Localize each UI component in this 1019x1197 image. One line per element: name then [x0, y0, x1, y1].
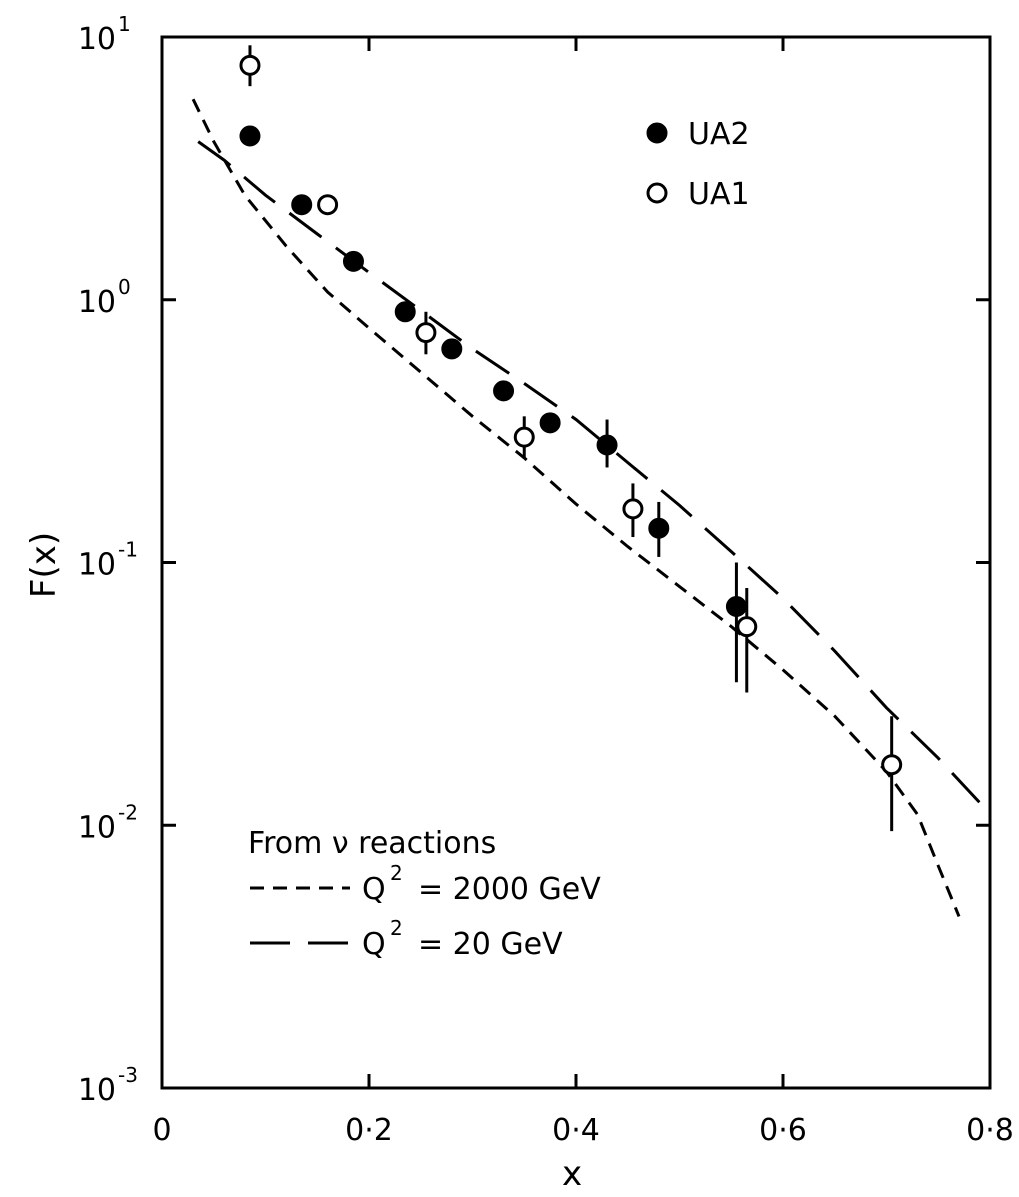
ua2-point — [394, 301, 416, 323]
x-tick-label: 0 — [152, 1113, 171, 1148]
y-tick-exponent: -3 — [118, 1063, 138, 1087]
ua1-point — [736, 616, 758, 638]
legend-line-value: = 2000 GeV — [418, 872, 601, 907]
ua2-point — [539, 412, 561, 434]
legend-ua1-label: UA1 — [688, 177, 750, 212]
axis-ticks — [162, 35, 990, 1090]
y-axis-label: F(x) — [24, 532, 64, 598]
y-tick-label: 10 — [78, 548, 116, 583]
x-tick-label: 0·6 — [759, 1113, 807, 1148]
y-tick-label: 10 — [78, 810, 116, 845]
x-tick-label: 0·2 — [345, 1113, 393, 1148]
legend-lines-title: From ν reactions — [248, 826, 496, 861]
x-axis-label: x — [562, 1154, 582, 1194]
legend-ua2-marker — [646, 122, 668, 144]
legend-ua2-label: UA2 — [688, 117, 750, 152]
plot-frame — [160, 35, 992, 1090]
curve-long-dash — [197, 140, 981, 804]
legend-line-symbol: Q — [362, 927, 386, 962]
ua2-point — [725, 596, 747, 618]
ua2-point — [441, 338, 463, 360]
ua1-point — [513, 426, 535, 448]
x-tick-label: 0·8 — [966, 1113, 1014, 1148]
legend-line-exponent: 2 — [390, 916, 403, 940]
plot-border — [160, 35, 992, 1090]
x-tick-labels: 0 0·2 0·4 0·6 0·8 — [152, 1113, 1013, 1148]
legend-line-value: = 20 GeV — [418, 927, 563, 962]
curves — [191, 98, 981, 917]
ua2-point — [596, 434, 618, 456]
legend-line-exponent: 2 — [390, 861, 403, 885]
ua2-point — [493, 380, 515, 402]
y-tick-exponent: 1 — [118, 12, 131, 36]
legend-line-symbol: Q — [362, 872, 386, 907]
y-tick-label: 10 — [78, 285, 116, 320]
ua2-point — [239, 125, 261, 147]
ua1-point — [622, 498, 644, 520]
x-tick-label: 0·4 — [552, 1113, 600, 1148]
ua1-point — [317, 194, 339, 216]
curve-short-dash — [191, 98, 961, 917]
ua2-point — [342, 250, 364, 272]
legend-ua1-marker — [646, 182, 668, 204]
legend-markers: UA2 UA1 — [646, 117, 750, 212]
ua1-point — [415, 322, 437, 344]
y-tick-label: 10 — [78, 22, 116, 57]
y-tick-label: 10 — [78, 1073, 116, 1108]
data-points — [239, 45, 903, 832]
y-tick-exponent: -2 — [118, 800, 138, 824]
ua2-point — [291, 194, 313, 216]
y-tick-exponent: 0 — [118, 275, 131, 299]
y-tick-exponent: -1 — [118, 538, 138, 562]
ua1-point — [239, 54, 261, 76]
ua2-point — [648, 517, 670, 539]
ua1-point — [881, 754, 903, 776]
